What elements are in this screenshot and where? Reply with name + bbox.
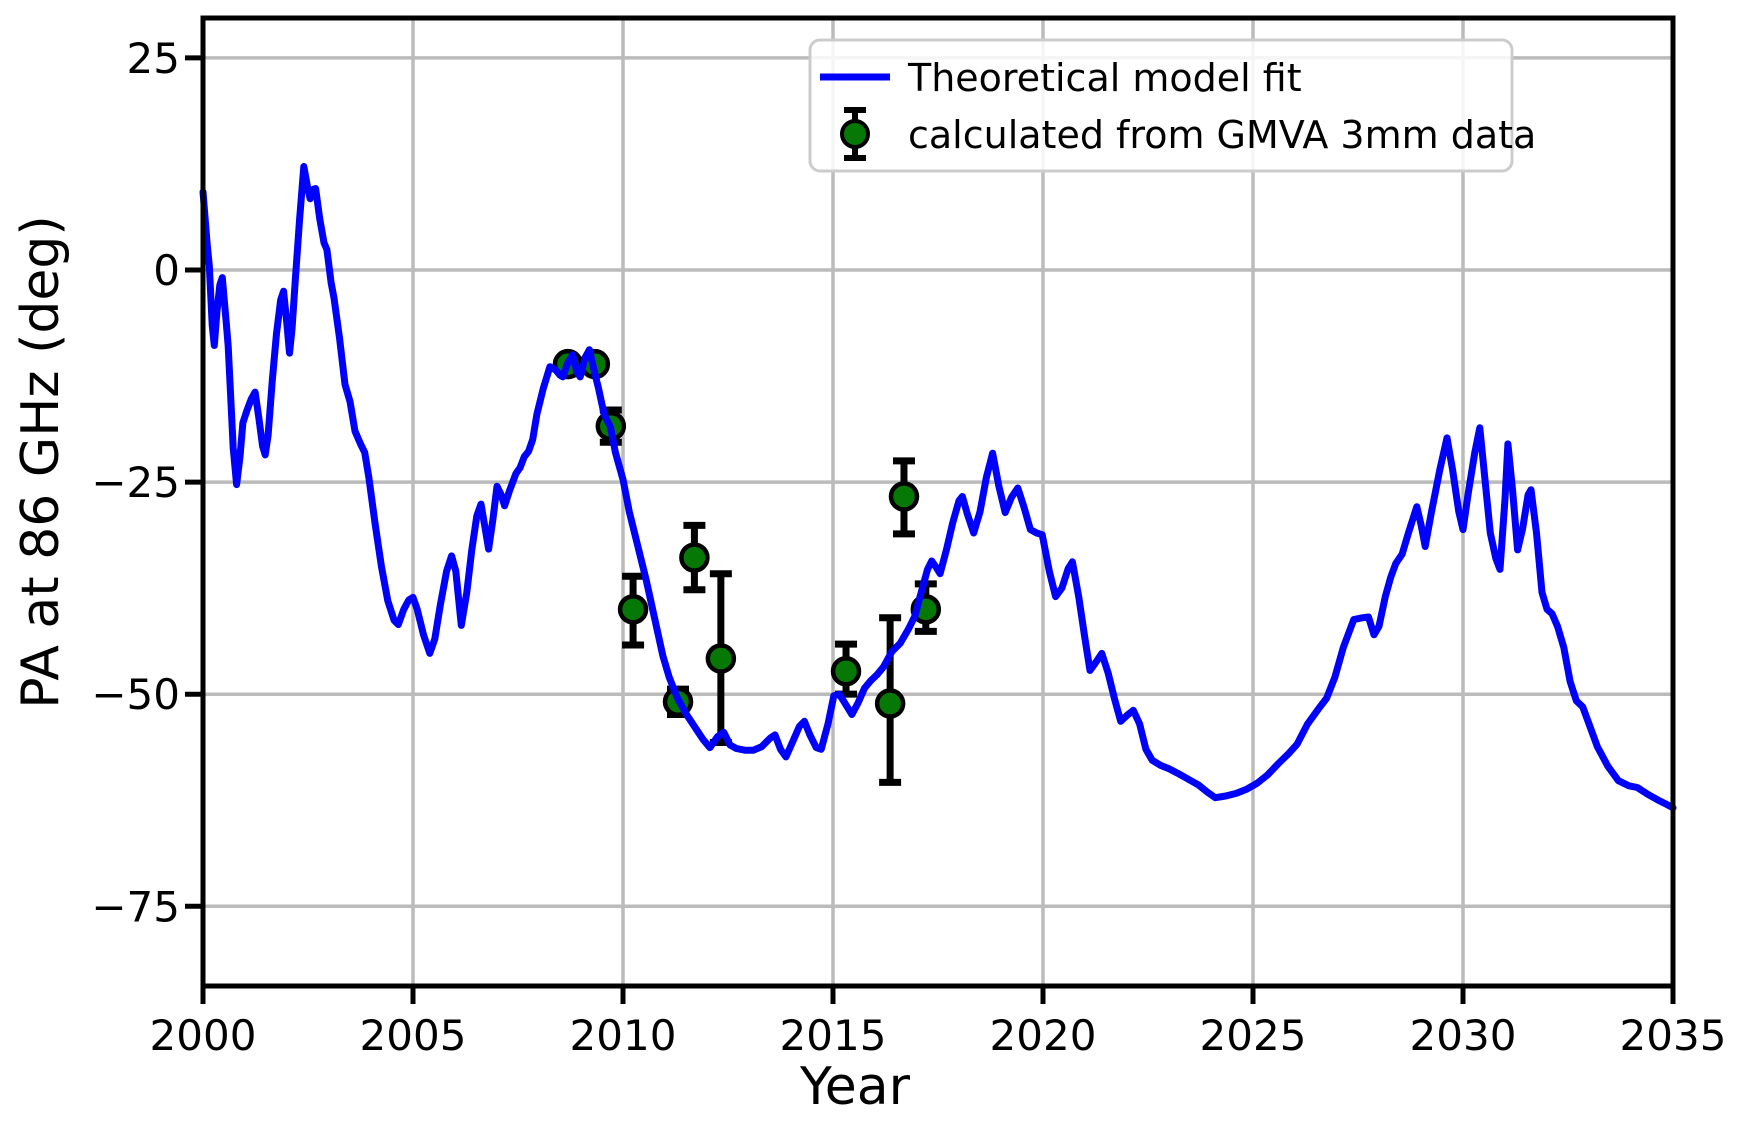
x-tick-label-2025: 2025 bbox=[1200, 1011, 1307, 1060]
legend-errorbar-sample bbox=[840, 107, 870, 161]
plot-border bbox=[200, 15, 1676, 989]
y-tick-label--75: −75 bbox=[91, 882, 180, 931]
data-point bbox=[705, 570, 737, 747]
x-tick-label-2005: 2005 bbox=[360, 1011, 467, 1060]
data-point bbox=[679, 521, 710, 594]
x-axis-label: Year bbox=[799, 1057, 911, 1117]
x-tick-label-2020: 2020 bbox=[990, 1011, 1097, 1060]
y-tick-label-25: 25 bbox=[127, 34, 180, 83]
legend-label-model-fit: Theoretical model fit bbox=[907, 56, 1302, 100]
data-point-marker bbox=[874, 688, 906, 719]
model-fit-line bbox=[199, 163, 1677, 812]
x-tick-label-2030: 2030 bbox=[1410, 1011, 1517, 1060]
y-tick-label-0: 0 bbox=[153, 246, 180, 295]
axis-ticks bbox=[185, 55, 1676, 1004]
data-point-marker bbox=[888, 481, 920, 512]
model-fit-series bbox=[199, 163, 1677, 812]
y-tick-label--25: −25 bbox=[91, 458, 180, 507]
data-point-marker bbox=[617, 594, 649, 625]
data-point bbox=[617, 572, 649, 649]
data-point-marker bbox=[830, 656, 862, 687]
x-tick-label-2010: 2010 bbox=[570, 1011, 677, 1060]
data-point bbox=[874, 614, 906, 786]
data-point-marker bbox=[705, 643, 737, 674]
y-tick-label--50: −50 bbox=[91, 670, 180, 719]
x-tick-label-2015: 2015 bbox=[780, 1011, 887, 1060]
legend: Theoretical model fit calculated from GM… bbox=[808, 38, 1536, 173]
legend-box bbox=[808, 38, 1514, 173]
tick-labels: 2000 2005 2010 2015 2020 2025 2030 2035 25 0 −25 −5… bbox=[91, 34, 1726, 1060]
data-point bbox=[888, 457, 920, 538]
x-tick-label-2000: 2000 bbox=[150, 1011, 257, 1060]
y-axis-label: PA at 86 GHz (deg) bbox=[11, 215, 71, 708]
x-tick-label-2035: 2035 bbox=[1620, 1011, 1727, 1060]
data-point-marker bbox=[679, 542, 710, 573]
legend-label-gmva-data: calculated from GMVA 3mm data bbox=[908, 113, 1536, 157]
